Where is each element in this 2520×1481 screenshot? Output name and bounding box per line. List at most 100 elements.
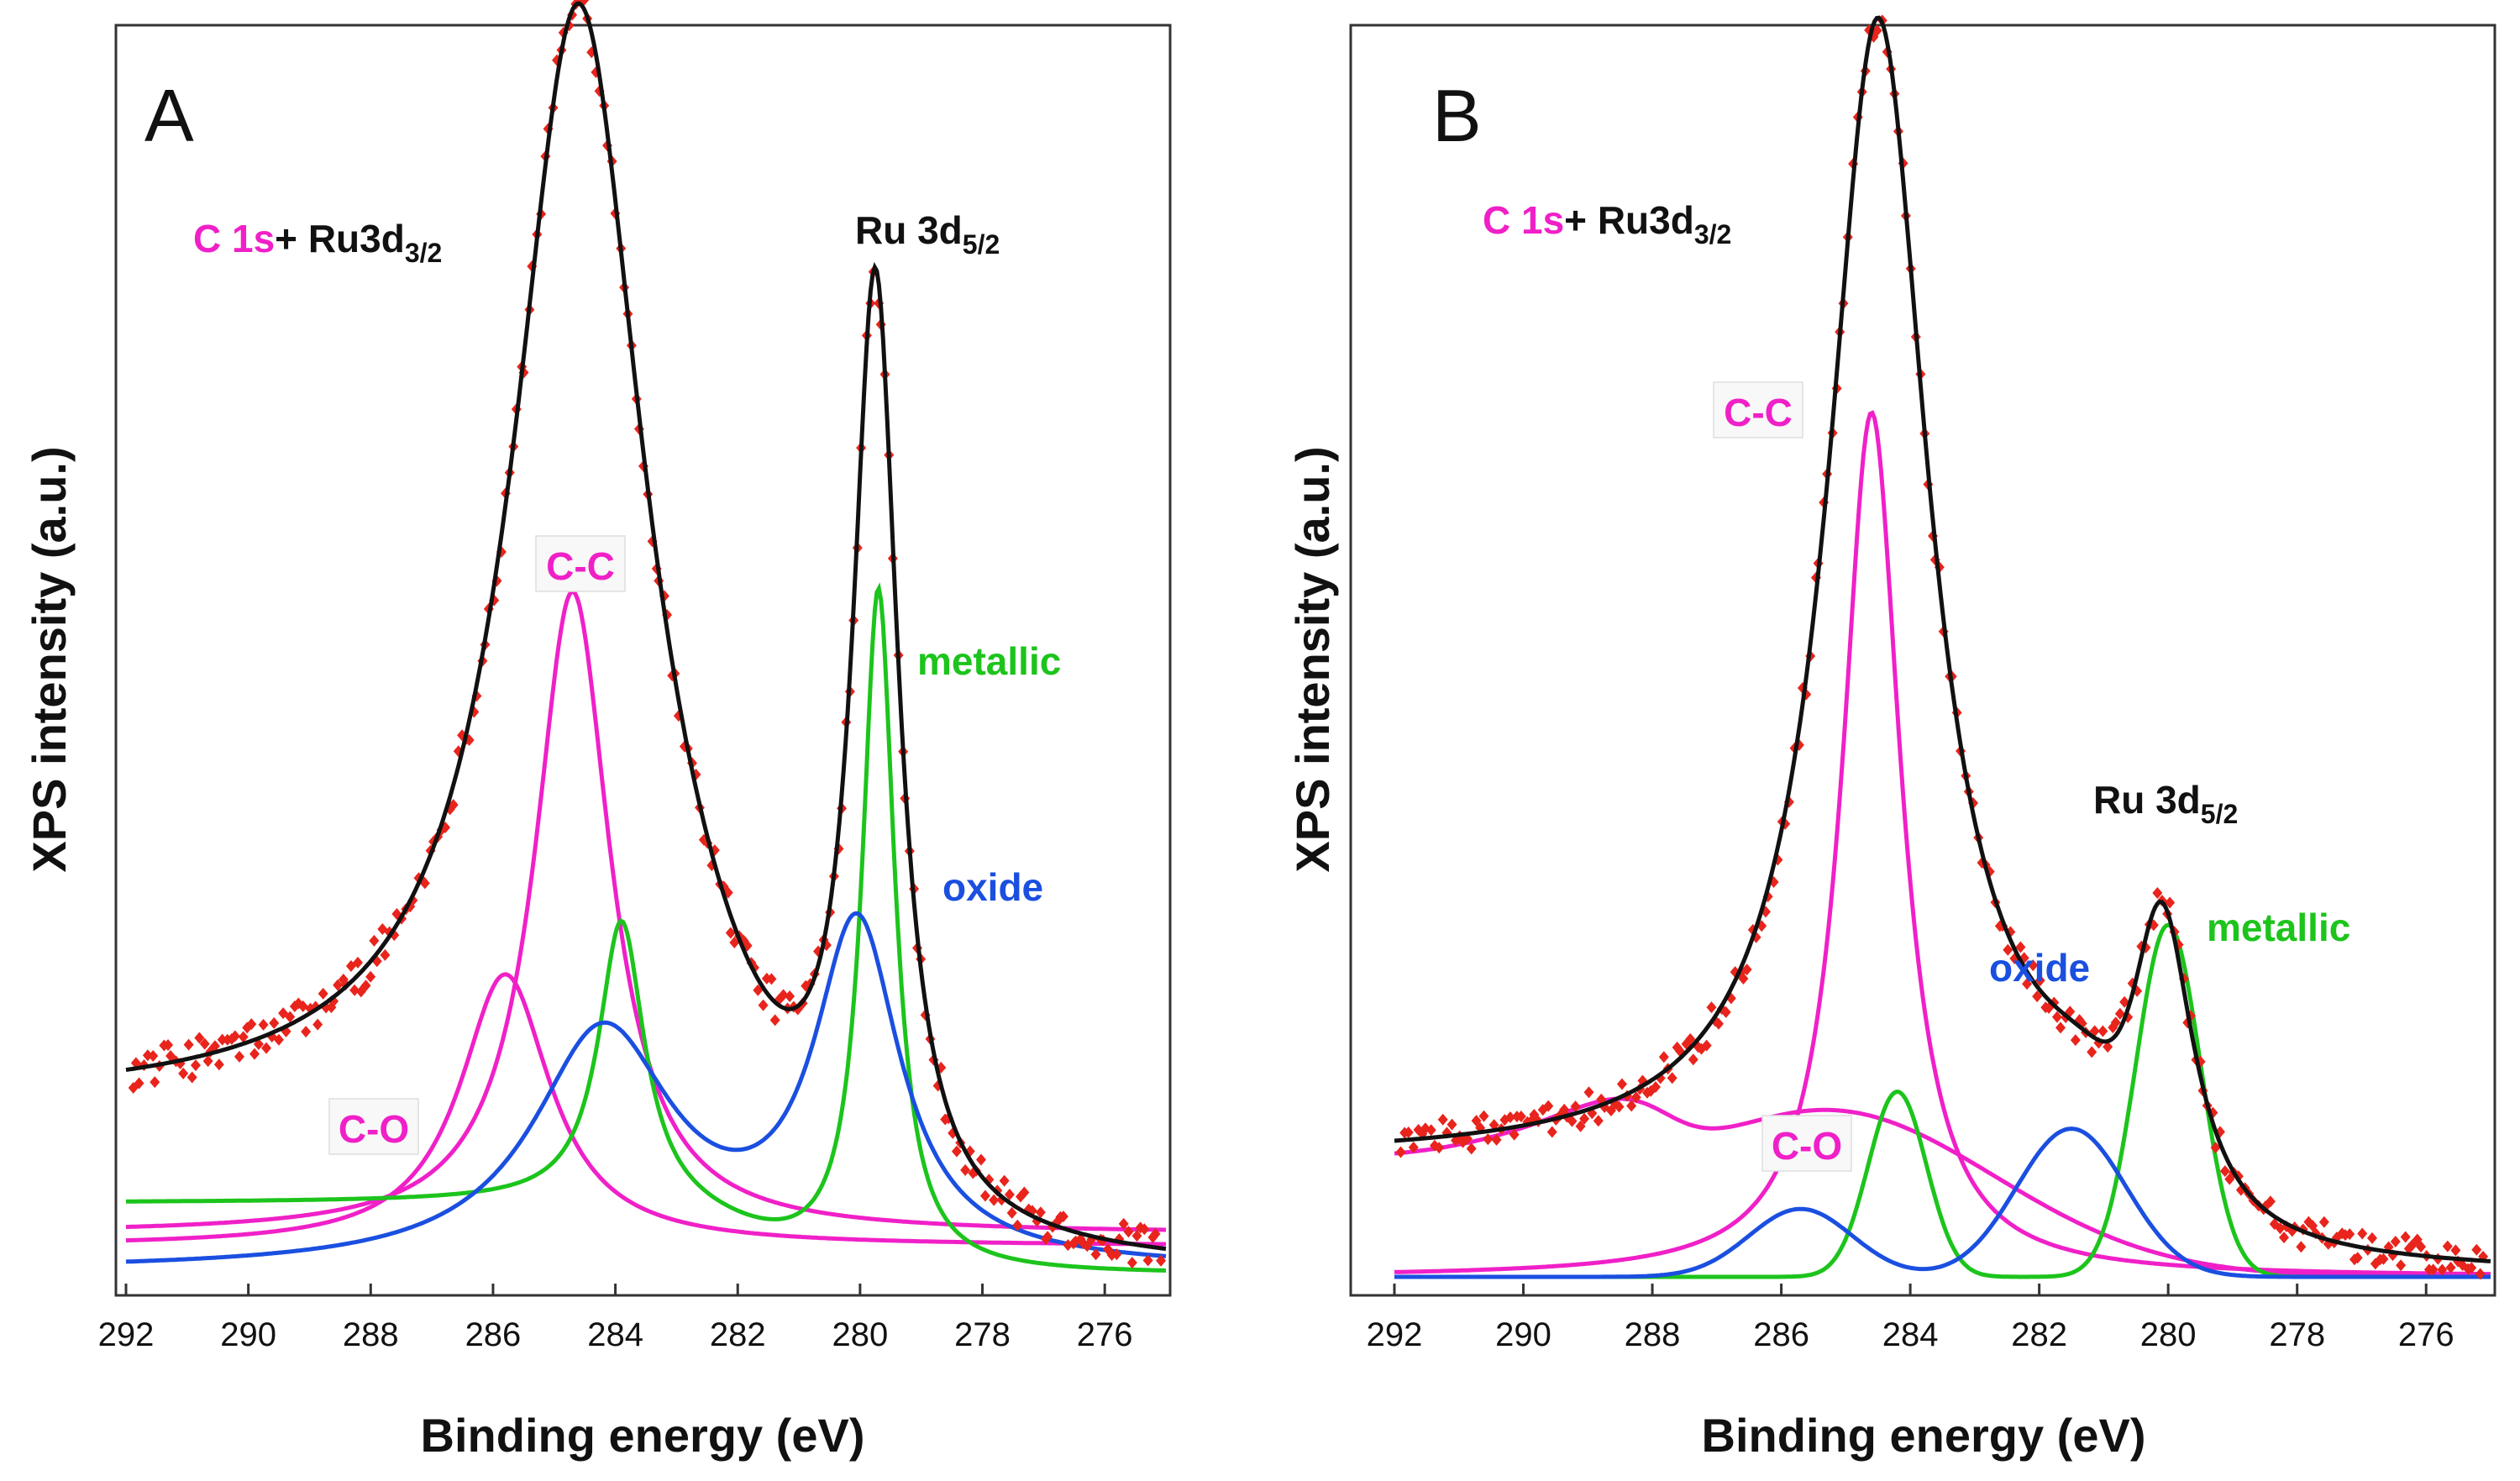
panel-a-data-point <box>785 990 795 1003</box>
panel-a-c1s-rest: + Ru3d <box>275 217 405 260</box>
panel-b-data-point <box>1583 1086 1594 1099</box>
panel-a-data-point <box>1058 1211 1068 1223</box>
panel-a-data-point <box>318 987 328 1000</box>
panel-b-frame <box>1349 24 2496 1297</box>
panel-a-data-point <box>202 1055 213 1068</box>
panel-b-data-point <box>2352 1252 2363 1264</box>
panel-b-data-point <box>2437 1263 2448 1276</box>
panel-a-x-tick-label: 276 <box>1077 1316 1133 1353</box>
panel-b-data-point <box>1478 1110 1489 1122</box>
panel-a-ru-main: Ru 3d <box>855 208 963 252</box>
panel-b-x-axis-label: Binding energy (eV) <box>1702 1409 2146 1462</box>
panel-a-data-point <box>1035 1206 1046 1219</box>
panel-b: 292 290 288 286 284 282 280 278 276 B C 1s+ Ru3d… <box>1286 14 2496 1462</box>
panel-a-c1s-annotation: C 1s+ Ru3d3/2 <box>193 217 442 268</box>
panel-b-data-point <box>2034 974 2045 987</box>
panel-b-ru-sub: 5/2 <box>2201 799 2238 829</box>
panel-b-x-tick-label: 284 <box>1882 1316 1939 1353</box>
panel-b-plot-area <box>1394 14 2491 1280</box>
panel-b-c1s-rest: + Ru3d <box>1564 198 1694 242</box>
panel-a-x-tick-label: 278 <box>954 1316 1011 1353</box>
panel-a-x-tick-label: 282 <box>710 1316 766 1353</box>
panel-a-series-c-c <box>125 589 1166 1232</box>
panel-b-data-point <box>2165 896 2176 909</box>
panel-b-metallic-label: metallic <box>2207 906 2350 949</box>
panel-a-plot-area <box>125 0 1167 1273</box>
panel-a-data-point <box>1142 1254 1153 1267</box>
panel-b-data-point <box>2357 1227 2368 1240</box>
panel-b-x-tick-label: 278 <box>2269 1316 2325 1353</box>
panel-a-data-point <box>1006 1206 1017 1219</box>
panel-b-data-point <box>1408 1141 1419 1153</box>
panel-b-x-tick-label: 276 <box>2398 1316 2454 1353</box>
panel-b-data-point <box>1491 1133 1502 1146</box>
panel-b-data-point <box>1701 1039 1712 1052</box>
panel-b-series-c-c <box>1394 410 2491 1277</box>
panel-a-data-point <box>209 1040 220 1053</box>
panel-b-data-point <box>2070 1034 2081 1047</box>
panel-b-co-box <box>1761 1115 1852 1172</box>
panel-a-data-point <box>297 1000 308 1012</box>
panel-b-data-point <box>1570 1100 1581 1113</box>
panel-b-data-point <box>2378 1253 2389 1265</box>
panel-a-x-tick-label: 292 <box>98 1316 155 1353</box>
panel-a-label: A <box>144 74 194 157</box>
panel-b-data-point <box>2055 1021 2066 1034</box>
panel-a-x-tick-label: 286 <box>465 1316 522 1353</box>
panel-b-data-point <box>1403 1126 1414 1138</box>
panel-a-data-point <box>725 927 736 939</box>
panel-b-x-tick-label: 288 <box>1625 1316 1681 1353</box>
panel-b-data-point <box>2471 1243 2482 1256</box>
panel-a-data-point <box>194 1032 205 1044</box>
panel-a-data-point <box>246 1018 257 1031</box>
panel-a-data-point <box>1126 1257 1137 1269</box>
panel-b-data-point <box>2279 1232 2290 1244</box>
panel-b-label: B <box>1432 74 1482 157</box>
panel-b-data-point <box>1546 1126 1557 1138</box>
panel-b-data-point <box>2097 1025 2108 1037</box>
panel-b-c1s-part: C 1s <box>1483 198 1564 242</box>
panel-a-data-point <box>190 1059 201 1072</box>
panel-a-data-point <box>1150 1227 1161 1240</box>
panel-b-data-point <box>2396 1259 2407 1272</box>
panel-a-data-point <box>1118 1217 1129 1230</box>
panel-b-data-point <box>1466 1142 1477 1155</box>
panel-a-data-point <box>234 1050 244 1063</box>
panel-b-data-point <box>1434 1142 1445 1154</box>
panel-b-data-point <box>2296 1241 2307 1253</box>
panel-b-data-point <box>2428 1263 2439 1276</box>
panel-a-x-tick-label: 284 <box>587 1316 643 1353</box>
panel-a-data-point <box>579 0 590 7</box>
panel-a-co-label: C-O <box>339 1107 409 1151</box>
panel-a-metallic-label: metallic <box>917 639 1061 683</box>
panel-a-data-point <box>975 1153 986 1166</box>
panel-b-data-point <box>1614 1100 1625 1113</box>
panel-a-data-point <box>989 1194 1000 1206</box>
panel-a-data-point <box>134 1077 144 1090</box>
panel-b-data-point <box>2445 1261 2456 1274</box>
panel-b-data-point <box>2087 1046 2097 1058</box>
panel-a-data-point <box>261 1042 272 1054</box>
panel-a-data-point <box>1111 1248 1122 1261</box>
panel-a-data-point <box>778 989 789 1001</box>
panel-b-data-point <box>1483 1133 1494 1146</box>
panel-a-data-point <box>285 1011 296 1023</box>
panel-a-data-point <box>369 934 380 947</box>
panel-b-data-point <box>2103 1041 2113 1053</box>
panel-a-data-point <box>999 1174 1010 1187</box>
panel-a-data-point <box>301 1026 312 1038</box>
panel-b-data-point <box>1575 1120 1586 1132</box>
panel-a-data-point <box>199 1037 210 1050</box>
panel-a-x-ticks: 292 290 288 286 284 282 280 278 276 <box>98 1284 1133 1353</box>
panel-a-data-point <box>349 984 360 996</box>
panel-a-data-point <box>769 1014 780 1027</box>
panel-b-series-envelope <box>1394 15 2491 1263</box>
panel-a-data-point <box>951 1145 962 1158</box>
panel-b-data-point <box>1567 1115 1578 1127</box>
panel-a-data-point <box>1004 1189 1015 1201</box>
panel-a-series-oxide <box>125 911 1167 1264</box>
panel-b-data-point <box>1720 1006 1731 1018</box>
panel-a-data-point <box>365 970 376 983</box>
panel-a-data-point <box>360 979 371 992</box>
